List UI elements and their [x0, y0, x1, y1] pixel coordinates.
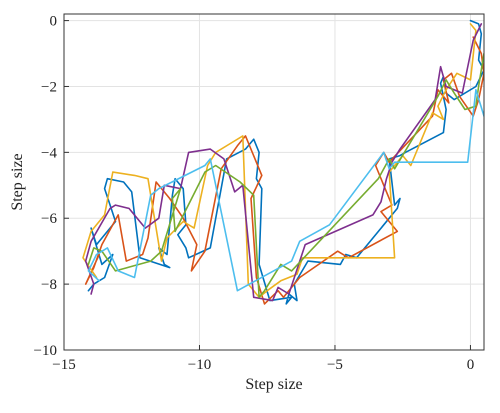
x-tick-label: 0 — [467, 357, 475, 373]
series-line-3 — [82, 23, 477, 299]
y-tick-label: −2 — [41, 79, 57, 95]
plot-area — [82, 19, 484, 305]
y-tick-label: 0 — [50, 14, 58, 30]
y-tick-label: −10 — [34, 343, 57, 359]
axes-frame — [63, 13, 485, 351]
series-line-6 — [87, 89, 484, 292]
y-tick-label: −6 — [41, 211, 57, 227]
series-line-4 — [84, 23, 483, 302]
y-axis-label: Step size — [9, 153, 26, 210]
series-line-5 — [87, 52, 484, 299]
y-tick-label: −8 — [41, 277, 57, 293]
series-line-1 — [87, 19, 484, 305]
x-tick-label: −5 — [327, 357, 343, 373]
x-axis-label: Step size — [245, 376, 302, 393]
x-tick-label: −10 — [188, 357, 211, 373]
x-tick-label: −15 — [52, 357, 75, 373]
y-tick-label: −4 — [41, 145, 57, 161]
ticks: −15 −10 −5 00−2−4−6−8−10 — [34, 14, 475, 373]
